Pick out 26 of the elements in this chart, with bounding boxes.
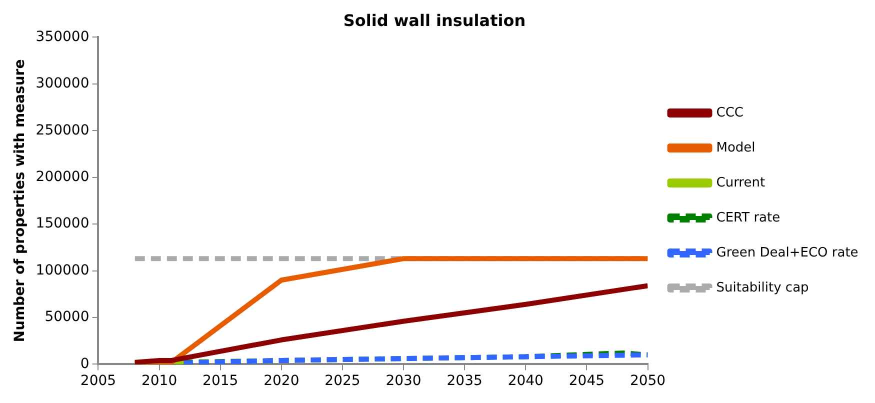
x-tick-label: 2040 [508, 373, 544, 390]
x-tick-label: 2035 [446, 373, 482, 390]
y-tick-label: 0 [80, 356, 90, 372]
x-tick-label: 2030 [386, 373, 422, 390]
x-tick-label: 2010 [141, 373, 178, 390]
legend-label: CCC [716, 105, 744, 120]
x-tick-label: 2005 [80, 373, 116, 390]
y-tick-label: 250000 [36, 122, 90, 138]
legend-label: Current [716, 175, 766, 190]
y-tick-label: 150000 [36, 216, 90, 232]
y-tick-label: 200000 [36, 168, 90, 185]
y-tick-label: 100000 [36, 262, 90, 278]
y-tick-label: 50000 [44, 309, 90, 326]
legend-label: Green Deal+ECO rate [716, 245, 858, 260]
legend-label: Model [716, 140, 756, 156]
legend-label: Suitability cap [716, 280, 809, 296]
legend-label: CERT rate [716, 210, 780, 226]
x-tick-label: 2045 [568, 373, 605, 390]
y-axis-title: Number of properties with measure [12, 59, 28, 342]
x-tick-label: 2025 [324, 373, 360, 390]
x-tick-label: 2015 [202, 373, 238, 390]
chart-title: Solid wall insulation [343, 10, 526, 30]
x-tick-label: 2020 [264, 373, 300, 390]
y-tick-label: 350000 [36, 28, 90, 45]
x-tick-label: 2050 [630, 373, 666, 390]
y-tick-label: 300000 [36, 76, 90, 92]
